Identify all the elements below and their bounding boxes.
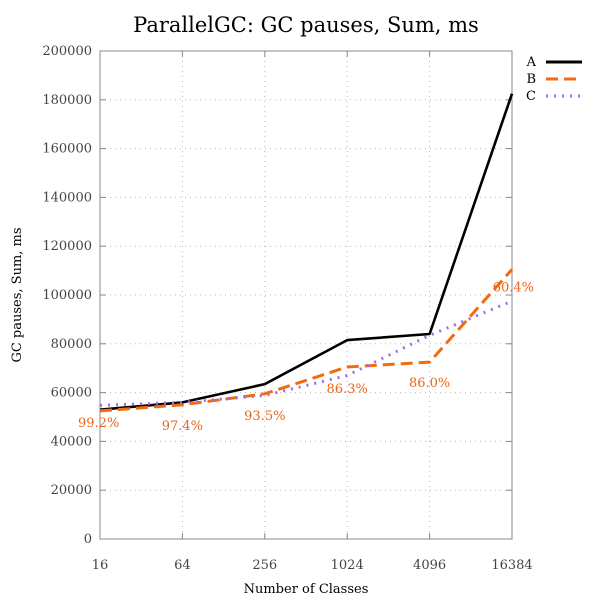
data-label: 86.0% xyxy=(409,376,450,391)
y-tick-label: 20000 xyxy=(51,483,92,498)
y-tick-label: 60000 xyxy=(51,386,92,401)
data-label: 99.2% xyxy=(78,416,119,431)
x-tick-label: 16 xyxy=(92,558,109,573)
x-tick-label: 256 xyxy=(252,558,277,573)
y-tick-label: 100000 xyxy=(42,288,92,303)
y-tick-label: 120000 xyxy=(42,239,92,254)
data-label: 86.3% xyxy=(327,382,368,397)
y-axis-label: GC pauses, Sum, ms xyxy=(10,227,25,362)
y-tick-label: 40000 xyxy=(51,434,92,449)
y-tick-label: 0 xyxy=(84,532,92,547)
data-label: 97.4% xyxy=(162,419,203,434)
series-line-a xyxy=(99,93,514,411)
data-labels: 99.2% 97.4% 93.5% 86.3% 86.0% 60.4% xyxy=(78,280,534,433)
legend-label-b: B xyxy=(526,72,536,87)
series-line-b xyxy=(99,268,514,413)
y-tick-label: 180000 xyxy=(42,93,92,108)
grid xyxy=(100,51,512,539)
legend-label-c: C xyxy=(526,89,536,104)
y-tick-label: 200000 xyxy=(42,44,92,59)
data-label: 60.4% xyxy=(493,280,534,295)
series xyxy=(99,93,514,413)
chart-title: ParallelGC: GC pauses, Sum, ms xyxy=(133,13,479,37)
x-tick-label: 1024 xyxy=(331,558,364,573)
x-axis: 16 64 256 1024 4096 16384 xyxy=(92,51,533,573)
y-tick-label: 140000 xyxy=(42,190,92,205)
y-tick-label: 160000 xyxy=(42,142,92,157)
legend: ABC xyxy=(526,55,582,104)
data-label: 93.5% xyxy=(244,409,285,424)
x-tick-label: 4096 xyxy=(413,558,446,573)
x-tick-label: 64 xyxy=(174,558,191,573)
legend-label-a: A xyxy=(526,55,537,70)
y-tick-label: 80000 xyxy=(51,337,92,352)
x-tick-label: 16384 xyxy=(491,558,532,573)
x-axis-label: Number of Classes xyxy=(244,582,369,597)
y-axis: 0 20000 40000 60000 80000 100000 120000 140000 1… xyxy=(42,44,512,547)
